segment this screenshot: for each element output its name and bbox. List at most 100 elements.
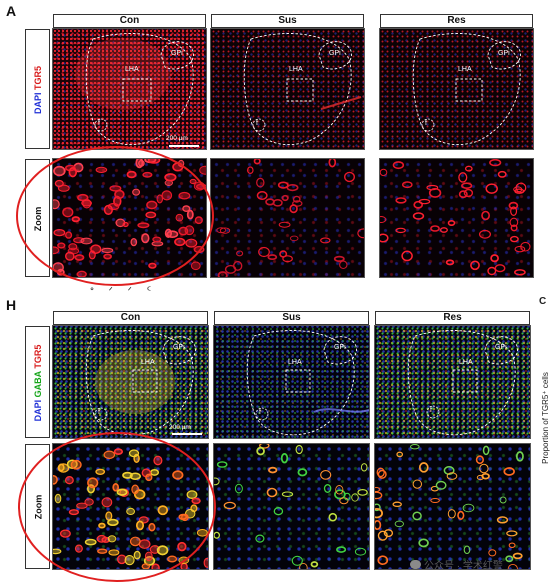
- cell-body: [395, 227, 406, 234]
- cell-body: [489, 159, 502, 167]
- cell-body: [475, 455, 484, 465]
- region-label-lha: LHA: [125, 66, 139, 73]
- micrograph-sus-zoom-h: [213, 443, 370, 570]
- cell-body: [74, 544, 83, 553]
- cell-body: [193, 181, 205, 191]
- cell-body: [109, 185, 122, 192]
- cell-body: [292, 200, 303, 207]
- cell-body: [180, 562, 188, 569]
- cell-body: [233, 260, 243, 271]
- cell-body: [259, 444, 270, 449]
- cell-body: [95, 166, 108, 173]
- cell-body: [273, 507, 284, 516]
- cell-body: [463, 188, 474, 198]
- cell-body: [59, 529, 71, 538]
- cell-body: [105, 511, 113, 521]
- cell-body: [114, 189, 125, 200]
- cell-body: [392, 501, 402, 508]
- cell-body: [354, 547, 367, 556]
- cell-body: [418, 462, 429, 473]
- cell-body: [152, 236, 162, 243]
- cell-body: [177, 541, 187, 552]
- micrograph-con-overview-a: GPi LHA f 200 μm: [52, 28, 207, 150]
- cell-body: [203, 557, 208, 568]
- cell-body: [258, 246, 270, 258]
- cell-body: [178, 556, 190, 565]
- cell-body: [54, 179, 64, 188]
- micrograph-res-zoom-a: [379, 158, 534, 278]
- cell-body: [253, 159, 261, 165]
- cell-body: [281, 491, 294, 497]
- cell-body: [267, 254, 278, 261]
- micrograph-sus-zoom-a: [210, 158, 365, 278]
- cell-body: [68, 167, 78, 178]
- cell-body: [103, 253, 112, 260]
- cell-body: [351, 493, 359, 502]
- region-label-fx: f: [98, 120, 100, 127]
- cell-body: [282, 255, 293, 263]
- cell-body: [175, 213, 184, 222]
- cell-body: [151, 563, 160, 569]
- micrograph-sus-overview-h: GPi LHA f: [213, 325, 370, 439]
- cell-body: [137, 222, 150, 229]
- cell-body: [458, 172, 468, 183]
- cell-body: [149, 468, 160, 476]
- cell-body: [478, 229, 492, 239]
- panel-letter-a: A: [6, 3, 17, 19]
- column-header-con-h: Con: [53, 311, 208, 325]
- cell-body: [375, 491, 383, 500]
- cell-body: [193, 245, 205, 254]
- cell-body: [53, 199, 60, 210]
- cell-body: [126, 170, 137, 179]
- cell-body: [223, 501, 236, 510]
- cell-body: [53, 246, 60, 255]
- cell-body: [507, 563, 518, 569]
- cell-body: [509, 235, 519, 243]
- cell-body: [156, 194, 164, 204]
- cell-body: [396, 451, 404, 458]
- cell-body: [289, 204, 298, 214]
- cell-body: [189, 178, 197, 185]
- cell-body: [395, 197, 407, 204]
- cut-off-axis-label: Proportion of TGR5⁺ cells: [541, 372, 550, 464]
- cell-body: [157, 505, 169, 516]
- cell-body: [295, 444, 303, 455]
- cell-body: [132, 188, 141, 196]
- cell-body: [515, 451, 524, 462]
- cell-body: [130, 237, 138, 247]
- tgr5-label: TGR5: [33, 65, 43, 90]
- cell-body: [217, 271, 228, 277]
- cell-body: [383, 529, 394, 538]
- cell-body: [377, 555, 389, 566]
- cell-body: [458, 190, 468, 199]
- cell-body: [66, 459, 78, 469]
- cell-overlay: [216, 159, 364, 277]
- cell-body: [256, 191, 268, 200]
- cell-body: [141, 233, 150, 244]
- cell-body: [178, 513, 188, 521]
- zoom-label-box-h: Zoom: [25, 444, 50, 569]
- cell-body: [377, 469, 387, 479]
- cell-body: [266, 487, 278, 498]
- cell-body: [156, 545, 169, 556]
- cell-body: [289, 235, 299, 242]
- cell-body: [323, 484, 332, 493]
- cell-body: [328, 512, 338, 522]
- cell-body: [167, 555, 178, 563]
- cell-body: [505, 555, 514, 563]
- zoom-label-box-a: Zoom: [25, 159, 50, 277]
- cell-body: [81, 199, 92, 207]
- cell-body: [190, 261, 201, 271]
- cell-body: [87, 477, 99, 489]
- region-label-fx: f: [256, 120, 258, 127]
- cell-body: [357, 489, 368, 496]
- cell-body: [510, 206, 518, 216]
- cell-overlay: [53, 159, 206, 277]
- scale-bar-label: 200 μm: [169, 424, 191, 431]
- channel-label-a: DAPI TGR5: [33, 30, 43, 150]
- region-label-gpi: GPi: [329, 50, 341, 57]
- cell-body: [490, 254, 499, 263]
- zoom-label-a: Zoom: [33, 206, 43, 232]
- cell-body: [281, 194, 289, 202]
- cell-body: [320, 237, 331, 244]
